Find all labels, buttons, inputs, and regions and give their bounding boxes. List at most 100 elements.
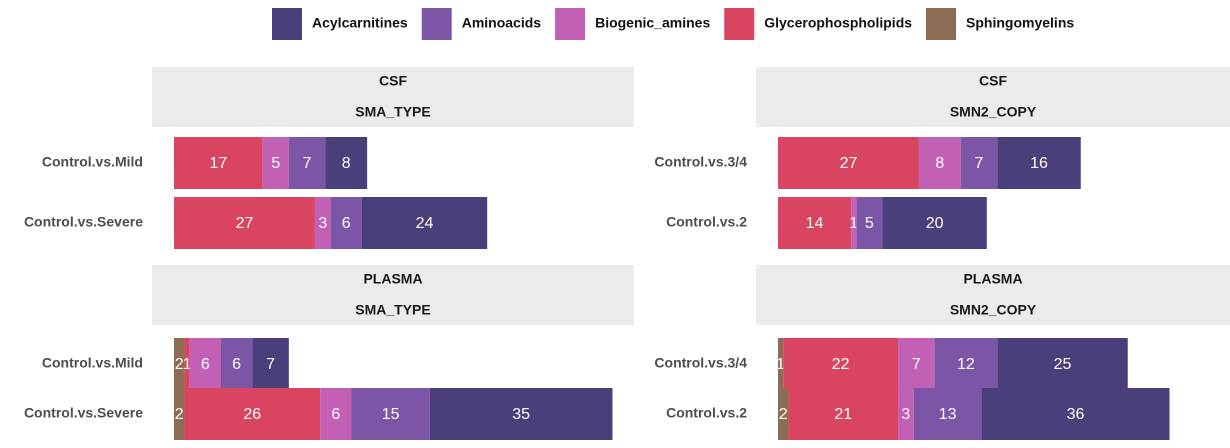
bar-segment	[778, 197, 852, 249]
strip-label: SMN2_COPY	[950, 302, 1037, 318]
segment-label: 2	[779, 406, 788, 423]
segment-label: 35	[512, 406, 530, 423]
category-label: Control.vs.3/4	[654, 355, 747, 371]
legend-swatch	[272, 8, 302, 40]
segment-label: 12	[957, 356, 975, 373]
segment-label: 7	[303, 155, 312, 172]
bar-segment	[783, 338, 899, 390]
legend-swatch	[724, 8, 755, 40]
segment-label: 22	[832, 356, 850, 373]
segment-label: 5	[271, 155, 280, 172]
segment-label: 7	[975, 155, 984, 172]
category-label: Control.vs.Severe	[24, 405, 143, 421]
bar-segment	[913, 388, 982, 440]
bar-segment	[325, 137, 368, 189]
bar-segment	[778, 338, 784, 390]
strip-label: SMA_TYPE	[355, 302, 430, 318]
segment-label: 13	[939, 406, 957, 423]
category-label: Control.vs.Severe	[24, 214, 143, 230]
bar-segment	[788, 388, 899, 440]
strip-bg	[756, 265, 1230, 325]
strip-label: SMN2_COPY	[950, 104, 1037, 120]
strip-label: CSF	[979, 73, 1007, 89]
legend-label: Biogenic_amines	[595, 15, 710, 31]
legend-swatch	[926, 8, 957, 40]
segment-label: 2	[175, 356, 184, 373]
segment-label: 7	[912, 356, 921, 373]
category-label: Control.vs.Mild	[42, 154, 143, 170]
segment-label: 21	[834, 406, 852, 423]
bar-segment	[330, 197, 362, 249]
bar-segment	[429, 388, 613, 440]
segment-label: 2	[175, 406, 184, 423]
segment-label: 6	[201, 356, 210, 373]
category-label: Control.vs.Mild	[42, 355, 143, 371]
segment-label: 6	[232, 356, 241, 373]
strip-bg	[756, 67, 1230, 127]
bar-segment	[898, 388, 914, 440]
strip-label: CSF	[379, 73, 407, 89]
bar-segment	[252, 338, 289, 390]
bar-segment	[174, 338, 185, 390]
segment-label: 27	[840, 155, 858, 172]
segment-label: 15	[382, 406, 400, 423]
bar-segment	[856, 197, 883, 249]
legend-label: Acylcarnitines	[312, 15, 408, 31]
segment-label: 7	[266, 356, 275, 373]
segment-label: 27	[236, 215, 254, 232]
segment-label: 26	[243, 406, 261, 423]
segment-label: 20	[926, 215, 944, 232]
segment-label: 17	[209, 155, 227, 172]
segment-label: 1	[183, 356, 192, 373]
bar-segment	[882, 197, 987, 249]
bar-segment	[361, 197, 488, 249]
bar-segment	[220, 338, 253, 390]
segment-label: 1	[849, 215, 858, 232]
bar-segment	[778, 388, 789, 440]
bar-segment	[851, 197, 857, 249]
segment-label: 6	[342, 215, 351, 232]
bar-segment	[314, 197, 331, 249]
segment-label: 3	[318, 215, 327, 232]
segment-label: 24	[416, 215, 434, 232]
strip-label: PLASMA	[963, 271, 1022, 287]
bar-segment	[981, 388, 1170, 440]
bar-segment	[898, 338, 935, 390]
segment-label: 6	[331, 406, 340, 423]
bar-segment	[934, 338, 998, 390]
legend-swatch	[555, 8, 586, 40]
category-label: Control.vs.3/4	[654, 154, 747, 170]
bar-segment	[351, 388, 430, 440]
bar-segment	[174, 388, 185, 440]
bar-segment	[778, 137, 919, 189]
legend-label: Glycerophospholipids	[764, 15, 912, 31]
strip-bg	[152, 67, 634, 127]
bar-segment	[189, 338, 221, 390]
segment-label: 14	[806, 215, 824, 232]
bar-segment	[288, 137, 326, 189]
segment-label: 36	[1067, 406, 1085, 423]
segment-label: 3	[901, 406, 910, 423]
strip-bg	[152, 265, 634, 325]
bar-segment	[997, 137, 1081, 189]
segment-label: 5	[865, 215, 874, 232]
bar-segment	[184, 388, 321, 440]
bar-segment	[997, 338, 1128, 390]
segment-label: 8	[935, 155, 944, 172]
bar-segment	[960, 137, 998, 189]
segment-label: 1	[776, 356, 785, 373]
segment-label: 8	[342, 155, 351, 172]
segment-label: 25	[1054, 356, 1072, 373]
bar-segment	[320, 388, 352, 440]
legend-label: Sphingomyelins	[966, 15, 1074, 31]
bar-segment	[184, 338, 190, 390]
bar-segment	[262, 137, 289, 189]
category-label: Control.vs.2	[666, 214, 747, 230]
segment-label: 16	[1030, 155, 1048, 172]
bar-segment	[918, 137, 961, 189]
strip-label: SMA_TYPE	[355, 104, 430, 120]
bar-segment	[174, 137, 263, 189]
bar-segment	[174, 197, 315, 249]
legend-swatch	[421, 8, 452, 40]
